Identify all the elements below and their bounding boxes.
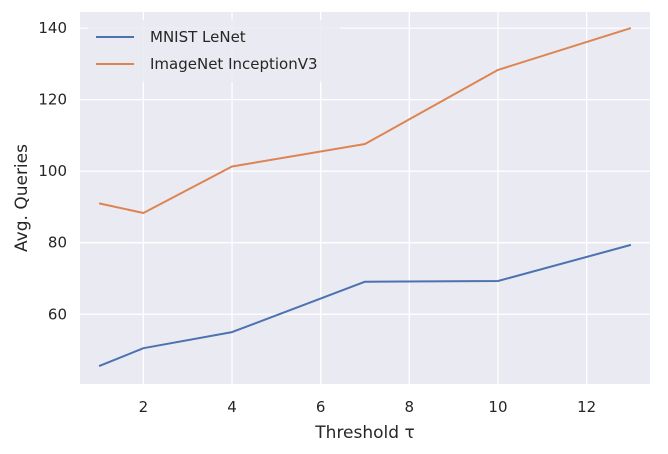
legend-label-mnist: MNIST LeNet <box>150 28 246 46</box>
legend-label-imagenet: ImageNet InceptionV3 <box>150 55 318 73</box>
series-lines <box>98 27 632 368</box>
x-tick-label: 12 <box>577 398 596 416</box>
y-axis-label: Avg. Queries <box>12 144 32 252</box>
y-tick-label: 100 <box>38 162 67 180</box>
x-tick-label: 2 <box>139 398 149 416</box>
legend: MNIST LeNet ImageNet InceptionV3 <box>88 20 340 82</box>
y-tick-label: 120 <box>38 91 67 109</box>
series-line-mnist <box>98 243 632 368</box>
legend-box <box>88 20 340 82</box>
x-tick-label: 6 <box>316 398 326 416</box>
y-tick-label: 60 <box>48 305 67 323</box>
series-line-imagenet <box>98 27 632 214</box>
y-tick-label: 140 <box>38 19 67 37</box>
x-axis-label: Threshold τ <box>314 423 414 443</box>
y-tick-label: 80 <box>48 234 67 252</box>
x-tick-label: 8 <box>405 398 415 416</box>
x-tick-label: 10 <box>488 398 507 416</box>
tick-labels: 2 4 6 8 10 12 60 80 100 120 140 <box>38 19 596 416</box>
x-tick-label: 4 <box>227 398 237 416</box>
